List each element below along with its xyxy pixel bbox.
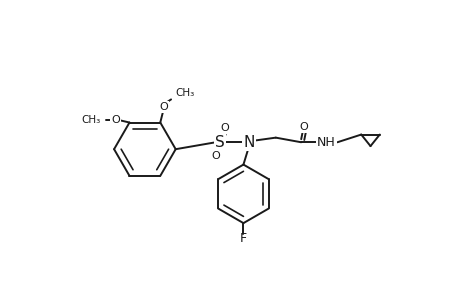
Text: O: O — [111, 115, 120, 125]
Text: N: N — [243, 135, 254, 150]
Text: O: O — [298, 122, 307, 132]
Text: CH₃: CH₃ — [174, 88, 194, 98]
Text: F: F — [239, 232, 246, 245]
Text: NH: NH — [317, 136, 335, 149]
Text: O: O — [159, 102, 168, 112]
Text: CH₃: CH₃ — [81, 115, 100, 125]
Text: O: O — [220, 123, 229, 134]
Text: O: O — [211, 151, 219, 161]
Text: S: S — [215, 135, 225, 150]
